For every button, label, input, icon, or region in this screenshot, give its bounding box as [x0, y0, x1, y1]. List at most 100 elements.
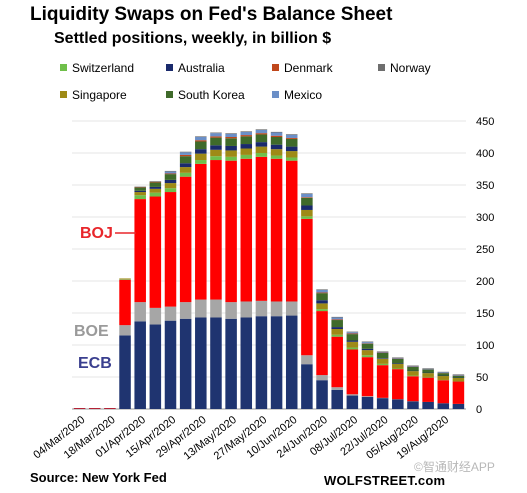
bar-segment-norway [331, 316, 343, 318]
y-tick-label: 100 [476, 340, 494, 352]
bar-segment-ecb [301, 364, 313, 409]
bar-segment-singapore [149, 188, 162, 193]
bar-segment-boe [195, 299, 207, 318]
bar-segment-ecb [437, 403, 450, 409]
bar-segment-south-korea [452, 375, 465, 378]
bar-segment-denmark [225, 137, 237, 139]
bar-segment-boe [316, 375, 328, 381]
bar-segment-south-korea [179, 156, 192, 164]
bar-segment-south-korea [210, 137, 222, 146]
bar-segment-australia [301, 205, 313, 210]
bar-segment-mexico [361, 342, 374, 344]
bar-segment-norway [361, 341, 374, 343]
bar-segment-norway [149, 181, 162, 182]
bar-segment-switzerland [285, 157, 298, 161]
bar-segment-boj [346, 349, 359, 395]
bar-segment-boj [437, 380, 450, 404]
bar-segment-singapore [255, 146, 268, 153]
bar-segment-boe [134, 302, 146, 322]
y-tick-label: 0 [476, 404, 482, 416]
bar-segment-norway [210, 132, 222, 134]
bar-segment-boe [179, 302, 192, 319]
bar-segment-singapore [361, 350, 374, 356]
bar-segment-denmark [376, 352, 389, 353]
bar-segment-norway [316, 289, 328, 290]
brand-label: WOLFSTREET.com [324, 473, 446, 488]
legend-swatch-denmark [272, 64, 279, 71]
bar-segment-ecb [119, 335, 131, 409]
watermark: ©智通财经APP [414, 460, 495, 474]
legend-swatch-australia [166, 64, 173, 71]
legend-label-australia: Australia [178, 61, 225, 75]
bar-segment-norway [376, 351, 389, 353]
bar-segment-switzerland [422, 376, 434, 378]
bar-segment-norway [407, 365, 419, 367]
bar-segment-boj [376, 365, 389, 398]
bar-segment-mexico [452, 374, 465, 376]
bar-segment-denmark [210, 136, 222, 138]
bar-segment-ecb [392, 399, 404, 409]
bar-segment-boj [255, 156, 268, 301]
legend-swatch-singapore [60, 91, 67, 98]
source-note: Source: New York Fed [30, 470, 167, 485]
bar-segment-singapore [195, 153, 207, 161]
bar-segment-south-korea [285, 138, 298, 147]
bar-segment-switzerland [316, 309, 328, 312]
bar-segment-mexico [407, 366, 419, 367]
y-tick-label: 200 [476, 276, 494, 288]
bar-segment-australia [407, 370, 419, 372]
bar-segment-boe [210, 299, 222, 318]
bar-segment-mexico [437, 372, 450, 374]
bar-segment-boj [270, 158, 283, 302]
bar-segment-ecb [346, 395, 359, 409]
bar-segment-norway [225, 133, 237, 134]
bar-segment-south-korea [361, 343, 374, 349]
bar-segment-ecb [407, 401, 419, 409]
bar-segment-denmark [164, 173, 177, 175]
bar-segment-norway [346, 331, 359, 333]
bar-segment-singapore [285, 151, 298, 158]
y-grid [72, 120, 466, 410]
bar-segment-switzerland [164, 188, 177, 193]
bar-segment-ecb [240, 317, 253, 409]
bar-segment-ecb [195, 317, 207, 409]
bar-segment-norway [270, 131, 283, 133]
bar-segment-south-korea [316, 293, 328, 301]
bar-segment-switzerland [134, 195, 146, 200]
bar-segment-boe [301, 355, 313, 365]
bar-segment-boj [195, 163, 207, 300]
legend-label-norway: Norway [390, 61, 431, 75]
bar-segment-boj [452, 381, 465, 404]
y-tick-label: 450 [476, 116, 494, 128]
bar-segment-boe [225, 302, 237, 319]
bar-segment-australia [422, 372, 434, 374]
bar-segment-switzerland [225, 156, 237, 161]
bar-segment-norway [392, 357, 404, 359]
bar-segment-singapore [316, 303, 328, 310]
bar-segment-switzerland [452, 380, 465, 382]
bar-segment-singapore [134, 192, 146, 196]
bar-segment-denmark [270, 135, 283, 137]
bar-segment-boj [301, 218, 313, 356]
bar-segment-australia [346, 340, 359, 342]
bar-segment-mexico [164, 171, 177, 174]
bar-segment-singapore [225, 150, 237, 157]
legend-swatch-mexico [272, 91, 279, 98]
bar-segment-boe [255, 300, 268, 317]
bar-segment-boj [285, 160, 298, 302]
bar-segment-denmark [149, 181, 162, 183]
bar-segment-singapore [376, 358, 389, 364]
bar-segment-australia [225, 145, 237, 151]
bar-segment-australia [164, 179, 177, 184]
bar-segment-south-korea [301, 197, 313, 206]
bar-segment-mexico [331, 317, 343, 320]
bar-segment-norway [422, 368, 434, 369]
bar-segment-mexico [285, 134, 298, 138]
bar-segment-australia [210, 145, 222, 150]
callout-ecb: ECB [78, 355, 112, 372]
legend-label-denmark: Denmark [284, 61, 334, 75]
bar-segment-denmark [240, 135, 253, 137]
bar-segment-singapore [270, 149, 283, 156]
bar-segment-denmark [316, 292, 328, 294]
bar-segment-boj [104, 408, 116, 409]
